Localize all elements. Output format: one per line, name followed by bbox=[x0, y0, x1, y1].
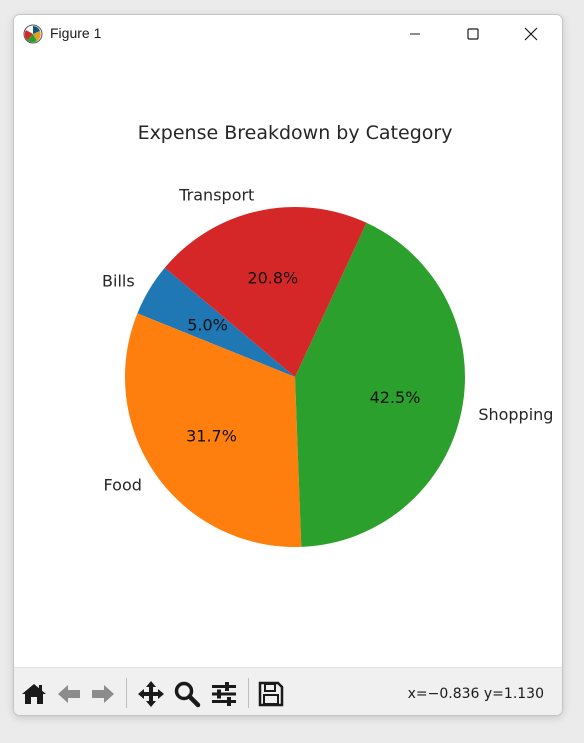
save-icon bbox=[258, 681, 284, 707]
maximize-icon bbox=[467, 28, 479, 40]
configure-subplots-button[interactable] bbox=[209, 680, 239, 708]
figure-window: Figure 1 Expense Breakdown by Category 5… bbox=[13, 14, 563, 716]
home-icon bbox=[22, 684, 46, 704]
toolbar-separator bbox=[126, 678, 127, 708]
pie-slice-shopping bbox=[295, 222, 465, 547]
pie-chart: Expense Breakdown by Category 5.0% Bills 3… bbox=[102, 122, 553, 547]
minimize-icon bbox=[410, 33, 420, 35]
window-title: Figure 1 bbox=[50, 25, 102, 41]
pan-button[interactable] bbox=[136, 680, 166, 708]
back-arrow-icon bbox=[58, 685, 80, 703]
title-bar[interactable]: Figure 1 bbox=[14, 15, 562, 53]
category-label-bills: Bills bbox=[102, 272, 135, 291]
minimize-button[interactable] bbox=[392, 15, 438, 53]
pie-slice-bills bbox=[137, 267, 295, 377]
figure-canvas[interactable]: Expense Breakdown by Category 5.0% Bills 3… bbox=[14, 53, 562, 667]
category-label-food: Food bbox=[104, 475, 142, 494]
toolbar-separator bbox=[248, 678, 249, 708]
pct-label-food: 31.7% bbox=[186, 427, 237, 446]
maximize-button[interactable] bbox=[450, 15, 496, 53]
pct-label-shopping: 42.5% bbox=[370, 388, 421, 407]
configure-subplots-icon bbox=[212, 682, 236, 706]
category-label-transport: Transport bbox=[178, 185, 254, 204]
close-button[interactable] bbox=[508, 15, 554, 53]
zoom-icon bbox=[174, 681, 201, 708]
matplotlib-app-icon bbox=[23, 24, 43, 44]
forward-button[interactable] bbox=[88, 680, 118, 708]
pct-label-bills: 5.0% bbox=[187, 315, 228, 334]
pan-icon bbox=[138, 681, 164, 707]
forward-arrow-icon bbox=[92, 685, 114, 703]
home-button[interactable] bbox=[19, 680, 49, 708]
back-button[interactable] bbox=[54, 680, 84, 708]
cursor-coordinates: x=−0.836 y=1.130 bbox=[407, 686, 544, 702]
category-label-shopping: Shopping bbox=[478, 405, 553, 424]
chart-title: Expense Breakdown by Category bbox=[138, 122, 453, 144]
pct-label-transport: 20.8% bbox=[247, 268, 298, 287]
pie-slice-food bbox=[125, 313, 302, 547]
close-icon bbox=[524, 27, 538, 41]
navigation-toolbar: x=−0.836 y=1.130 bbox=[14, 667, 562, 715]
pie-slice-transport bbox=[164, 207, 367, 377]
save-button[interactable] bbox=[256, 680, 286, 708]
zoom-button[interactable] bbox=[172, 680, 202, 708]
